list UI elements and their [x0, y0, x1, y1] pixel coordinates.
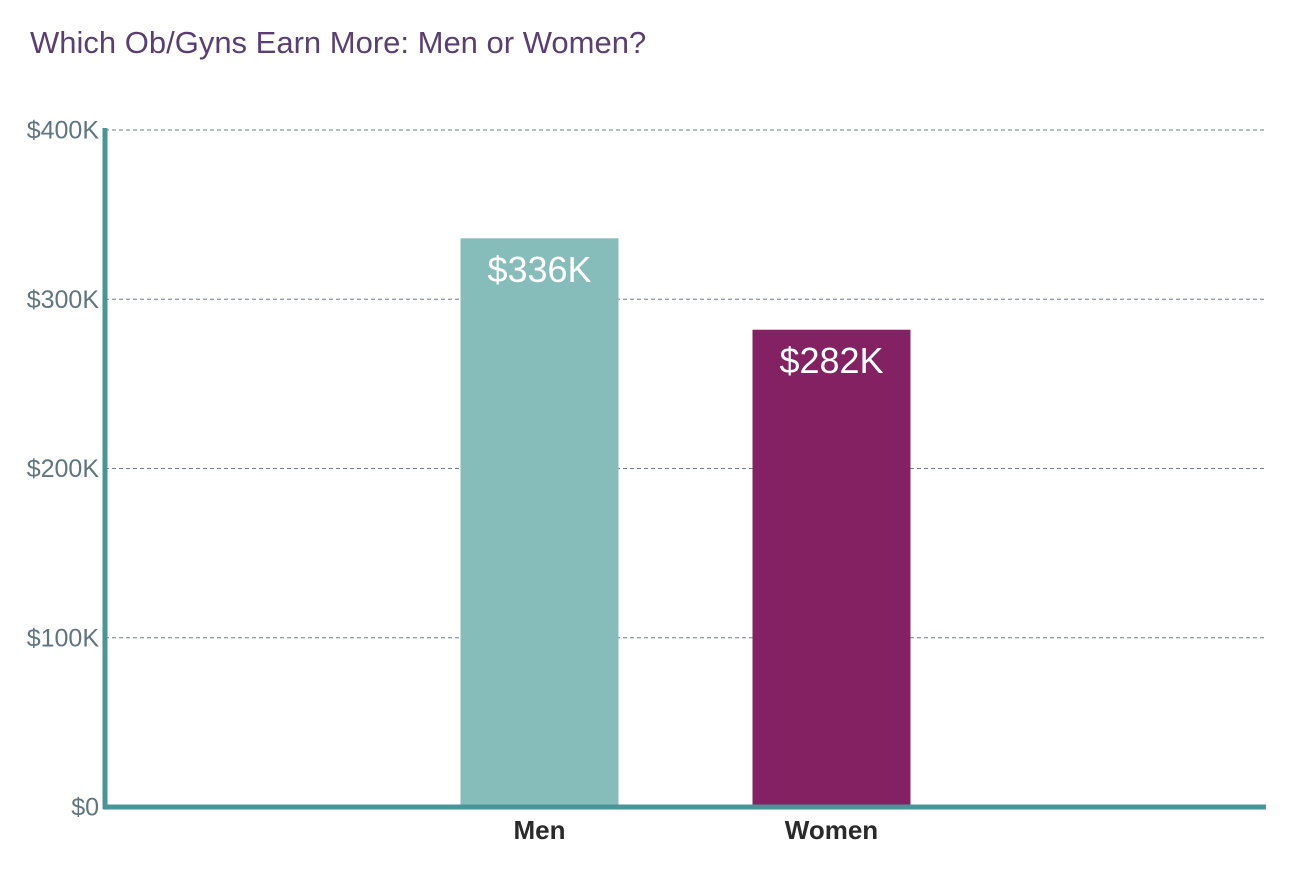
data-label: $336K	[487, 249, 591, 290]
x-tick-label: Women	[785, 815, 878, 845]
data-label: $282K	[779, 340, 883, 381]
y-tick-label: $300K	[27, 286, 100, 314]
y-tick-label: $200K	[27, 455, 100, 483]
x-tick-label: Men	[514, 815, 566, 845]
bar	[752, 329, 911, 807]
bar	[460, 238, 619, 807]
chart-title: Which Ob/Gyns Earn More: Men or Women?	[30, 25, 646, 60]
y-tick-label: $100K	[27, 624, 100, 652]
y-tick-label: $0	[71, 794, 99, 822]
y-tick-label: $400K	[27, 117, 100, 145]
